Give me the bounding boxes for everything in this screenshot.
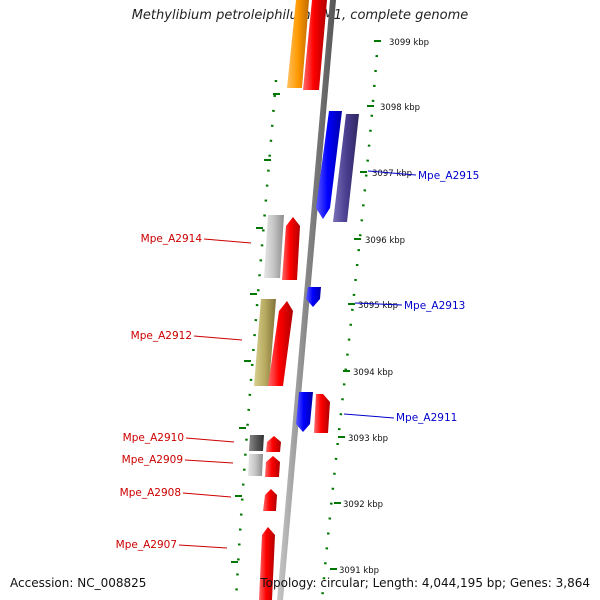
gene-gray-2914-neighbor[interactable] [264, 215, 284, 278]
gene-mpe-a2910[interactable] [266, 436, 281, 452]
accession-text: Accession: NC_008825 [10, 576, 147, 590]
kbp-label: 3094 kbp [353, 368, 393, 378]
gene-red-2911-neighbor[interactable] [314, 394, 330, 433]
gene-label-mpe-a2907[interactable]: Mpe_A2907 [116, 539, 177, 551]
leader-mpe-a2910 [185, 437, 235, 443]
leader-mpe-a2907 [178, 544, 228, 549]
gene-red-top[interactable] [303, 0, 327, 90]
gene-mpe-a2909[interactable] [265, 456, 280, 477]
leader-mpe-a2911 [343, 413, 395, 419]
kbp-label: 3098 kbp [380, 103, 420, 113]
gene-label-mpe-a2913[interactable]: Mpe_A2913 [404, 300, 465, 312]
genome-backbone [277, 0, 336, 600]
gene-label-mpe-a2911[interactable]: Mpe_A2911 [396, 412, 457, 424]
gene-features [248, 0, 359, 600]
kbp-label: 3095 kbp [358, 301, 398, 311]
gene-dark-2910-neighbor[interactable] [249, 435, 264, 451]
kbp-label: 3097 kbp [372, 169, 412, 179]
kbp-label: 3093 kbp [348, 434, 388, 444]
gene-purple-reverse[interactable] [333, 114, 359, 222]
gene-mpe-a2914[interactable] [282, 217, 300, 280]
leader-mpe-a2913 [354, 302, 403, 306]
kbp-label: 3099 kbp [389, 38, 429, 48]
leader-mpe-a2912 [193, 335, 243, 341]
gene-mpe-a2911[interactable] [296, 392, 313, 432]
leader-mpe-a2909 [184, 459, 234, 464]
leader-mpe-a2914 [203, 238, 252, 244]
leader-mpe-a2908 [182, 492, 232, 498]
gene-olive-2912-neighbor[interactable] [254, 299, 276, 386]
gene-mpe-a2912[interactable] [268, 301, 293, 386]
gene-label-mpe-a2915[interactable]: Mpe_A2915 [418, 170, 479, 182]
gene-mpe-a2913[interactable] [306, 287, 321, 307]
gene-orange-top[interactable] [287, 0, 309, 88]
leader-mpe-a2915 [367, 170, 417, 176]
kbp-tick-marks [231, 40, 381, 570]
kbp-label: 3091 kbp [339, 566, 379, 576]
kbp-label: 3096 kbp [365, 236, 405, 246]
gene-label-mpe-a2910[interactable]: Mpe_A2910 [123, 432, 184, 444]
gene-label-mpe-a2912[interactable]: Mpe_A2912 [131, 330, 192, 342]
gene-label-mpe-a2914[interactable]: Mpe_A2914 [141, 233, 203, 245]
gene-gray-2909-neighbor[interactable] [248, 454, 263, 476]
gene-label-mpe-a2908[interactable]: Mpe_A2908 [120, 487, 181, 499]
gene-mpe-a2907[interactable] [259, 527, 275, 600]
gene-mpe-a2915[interactable] [316, 111, 342, 219]
kbp-label: 3092 kbp [343, 500, 383, 510]
topology-text: Topology: circular; Length: 4,044,195 bp… [260, 576, 590, 590]
gene-label-mpe-a2909[interactable]: Mpe_A2909 [122, 454, 183, 466]
gene-mpe-a2908[interactable] [263, 489, 277, 511]
